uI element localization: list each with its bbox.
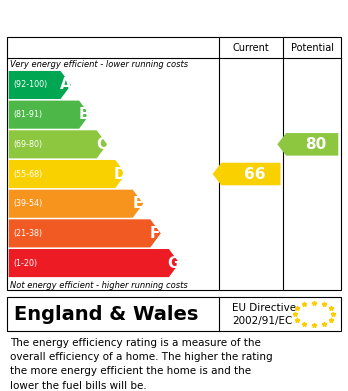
- Text: Very energy efficient - lower running costs: Very energy efficient - lower running co…: [10, 59, 189, 68]
- Polygon shape: [9, 130, 107, 158]
- Text: 2002/91/EC: 2002/91/EC: [232, 316, 293, 326]
- Text: (81-91): (81-91): [13, 110, 42, 119]
- Polygon shape: [9, 160, 126, 188]
- Text: (55-68): (55-68): [13, 170, 42, 179]
- Polygon shape: [9, 100, 89, 129]
- Text: Not energy efficient - higher running costs: Not energy efficient - higher running co…: [10, 280, 188, 289]
- Text: (39-54): (39-54): [13, 199, 42, 208]
- Text: The energy efficiency rating is a measure of the
overall efficiency of a home. T: The energy efficiency rating is a measur…: [10, 338, 273, 391]
- Text: (69-80): (69-80): [13, 140, 42, 149]
- Text: Energy Efficiency Rating: Energy Efficiency Rating: [10, 9, 232, 23]
- Text: F: F: [150, 226, 160, 241]
- Text: 66: 66: [244, 167, 265, 181]
- Text: (1-20): (1-20): [13, 258, 37, 267]
- Text: A: A: [60, 77, 71, 93]
- Text: (21-38): (21-38): [13, 229, 42, 238]
- Text: E: E: [133, 196, 143, 211]
- Text: Current: Current: [232, 43, 269, 53]
- Polygon shape: [9, 71, 71, 99]
- Polygon shape: [213, 163, 280, 185]
- Text: (92-100): (92-100): [13, 81, 47, 90]
- Text: England & Wales: England & Wales: [14, 305, 198, 323]
- Polygon shape: [9, 190, 143, 218]
- Text: B: B: [78, 107, 90, 122]
- Polygon shape: [9, 249, 179, 277]
- Text: G: G: [167, 256, 180, 271]
- Text: C: C: [96, 137, 107, 152]
- Text: Potential: Potential: [291, 43, 334, 53]
- Text: EU Directive: EU Directive: [232, 303, 296, 313]
- Polygon shape: [277, 133, 338, 156]
- Text: 80: 80: [305, 137, 326, 152]
- Polygon shape: [9, 219, 161, 248]
- Text: D: D: [114, 167, 126, 181]
